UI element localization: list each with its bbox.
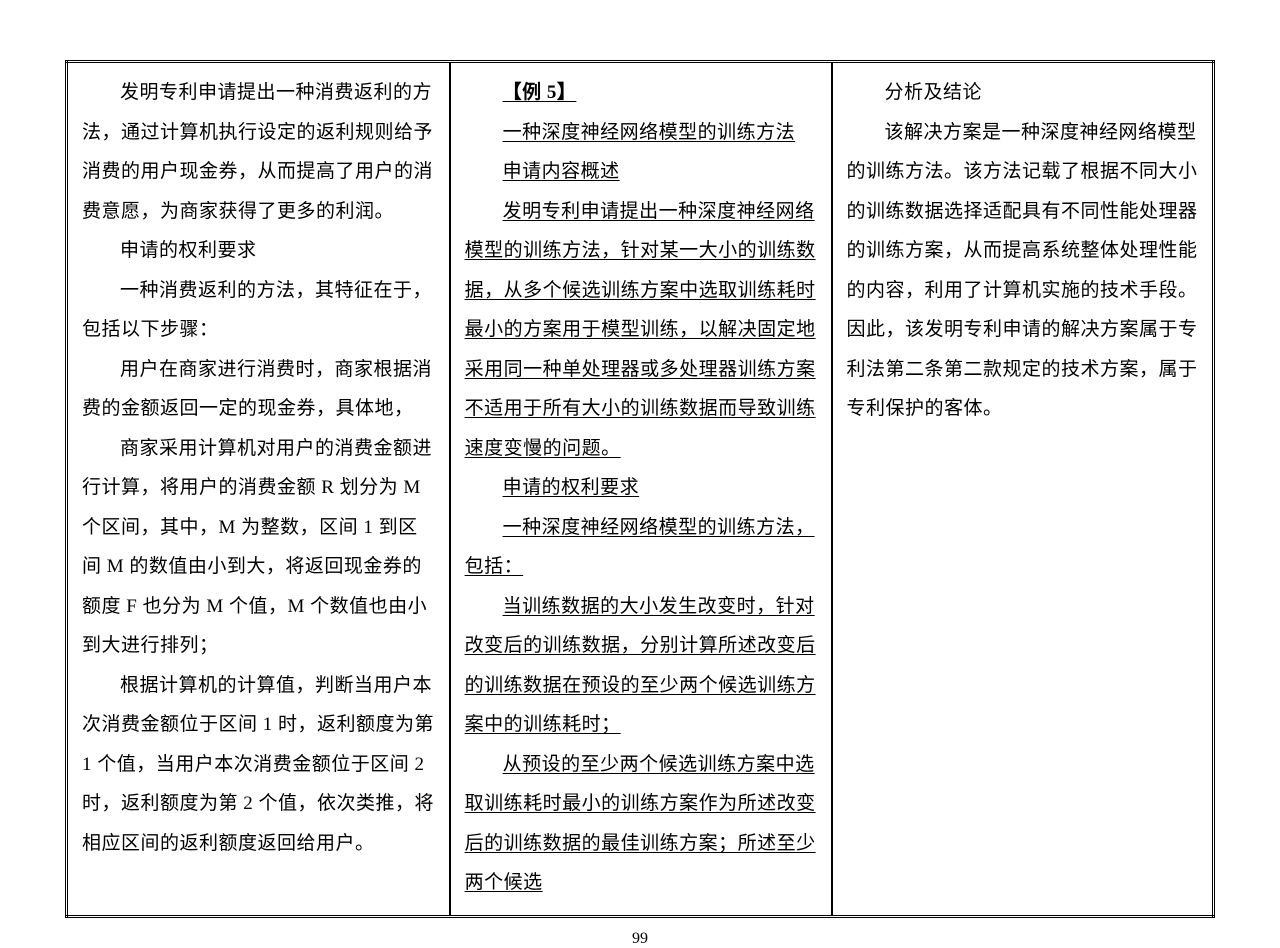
- c1-p3: 一种消费返利的方法，其特征在于，包括以下步骤：: [82, 271, 435, 350]
- c1-p1: 发明专利申请提出一种消费返利的方法，通过计算机执行设定的返利规则给予消费的用户现…: [82, 73, 435, 231]
- column-3: 分析及结论 该解决方案是一种深度神经网络模型的训练方法。该方法记载了根据不同大小…: [832, 62, 1214, 917]
- c2-p2: 申请内容概述: [465, 152, 817, 192]
- page-container: 发明专利申请提出一种消费返利的方法，通过计算机执行设定的返利规则给予消费的用户现…: [0, 0, 1280, 948]
- c1-p2: 申请的权利要求: [82, 231, 435, 271]
- c2-p2-text: 申请内容概述: [503, 161, 620, 182]
- c2-p3: 发明专利申请提出一种深度神经网络模型的训练方法，针对某一大小的训练数据，从多个候…: [465, 192, 817, 469]
- c2-p4: 申请的权利要求: [465, 468, 817, 508]
- content-table: 发明专利申请提出一种消费返利的方法，通过计算机执行设定的返利规则给予消费的用户现…: [65, 60, 1215, 918]
- c1-p5: 商家采用计算机对用户的消费金额进行计算，将用户的消费金额 R 划分为 M 个区间…: [82, 429, 435, 666]
- c2-p6-text: 当训练数据的大小发生改变时，针对改变后的训练数据，分别计算所述改变后的训练数据在…: [465, 596, 816, 736]
- page-number: 99: [65, 930, 1215, 948]
- c2-p7-text: 从预设的至少两个候选训练方案中选取训练耗时最小的训练方案作为所述改变后的训练数据…: [465, 754, 816, 894]
- table-row: 发明专利申请提出一种消费返利的方法，通过计算机执行设定的返利规则给予消费的用户现…: [67, 62, 1214, 917]
- column-1: 发明专利申请提出一种消费返利的方法，通过计算机执行设定的返利规则给予消费的用户现…: [67, 62, 450, 917]
- c2-p7: 从预设的至少两个候选训练方案中选取训练耗时最小的训练方案作为所述改变后的训练数据…: [465, 745, 817, 903]
- c2-ex-label: 【例 5】: [465, 73, 817, 113]
- c2-p1: 一种深度神经网络模型的训练方法: [465, 113, 817, 153]
- c2-p5: 一种深度神经网络模型的训练方法，包括：: [465, 508, 817, 587]
- column-2: 【例 5】 一种深度神经网络模型的训练方法 申请内容概述 发明专利申请提出一种深…: [450, 62, 832, 917]
- c2-p5-text: 一种深度神经网络模型的训练方法，包括：: [465, 517, 815, 578]
- example-label: 【例 5】: [503, 82, 577, 103]
- c3-p1: 分析及结论: [847, 73, 1198, 113]
- c3-p2: 该解决方案是一种深度神经网络模型的训练方法。该方法记载了根据不同大小的训练数据选…: [847, 113, 1198, 429]
- c1-p6: 根据计算机的计算值，判断当用户本次消费金额位于区间 1 时，返利额度为第 1 个…: [82, 666, 435, 864]
- c2-p1-text: 一种深度神经网络模型的训练方法: [503, 122, 796, 143]
- c2-p6: 当训练数据的大小发生改变时，针对改变后的训练数据，分别计算所述改变后的训练数据在…: [465, 587, 817, 745]
- c1-p4: 用户在商家进行消费时，商家根据消费的金额返回一定的现金券，具体地，: [82, 350, 435, 429]
- c2-p4-text: 申请的权利要求: [503, 477, 640, 498]
- c2-p3-text: 发明专利申请提出一种深度神经网络模型的训练方法，针对某一大小的训练数据，从多个候…: [465, 201, 816, 459]
